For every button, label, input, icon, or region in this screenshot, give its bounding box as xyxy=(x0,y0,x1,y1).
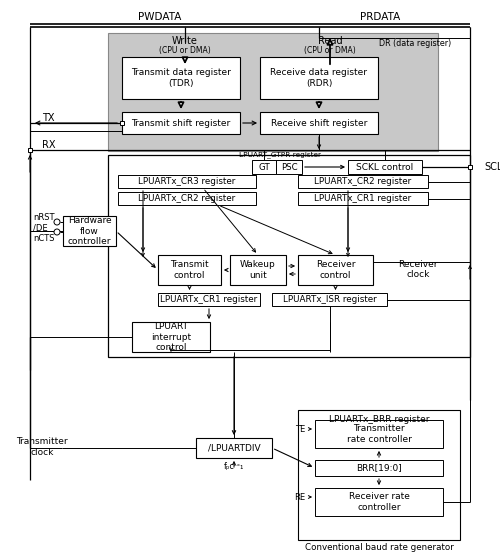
Text: Wakeup
unit: Wakeup unit xyxy=(240,261,276,280)
Text: LPUARTx_CR2 register: LPUARTx_CR2 register xyxy=(314,177,412,186)
Bar xyxy=(122,112,240,134)
Bar xyxy=(108,155,470,357)
Text: LPUARTx_ISR register: LPUARTx_ISR register xyxy=(282,295,376,304)
Text: Transmit shift register: Transmit shift register xyxy=(132,119,230,128)
Text: Hardware
flow
controller: Hardware flow controller xyxy=(68,216,112,246)
Text: LPUARTx_CR3 register: LPUARTx_CR3 register xyxy=(138,177,235,186)
Text: LPUARTx_CR1 register: LPUARTx_CR1 register xyxy=(160,295,258,304)
Text: Receiver rate
controller: Receiver rate controller xyxy=(348,492,410,512)
Text: fₚᴄᴸˣ₁: fₚᴄᴸˣ₁ xyxy=(224,463,244,471)
Bar xyxy=(118,175,256,188)
Text: DR (data register): DR (data register) xyxy=(379,39,451,47)
Text: LPUARTx_CR2 register: LPUARTx_CR2 register xyxy=(138,194,235,203)
Text: PRDATA: PRDATA xyxy=(360,12,400,22)
Text: Read: Read xyxy=(318,36,342,46)
Text: RE: RE xyxy=(294,492,305,502)
Text: (CPU or DMA): (CPU or DMA) xyxy=(159,46,211,56)
Bar xyxy=(196,438,272,458)
Text: LPUART_GTPR register: LPUART_GTPR register xyxy=(239,152,321,158)
Text: Receive shift register: Receive shift register xyxy=(271,119,367,128)
Text: (CPU or DMA): (CPU or DMA) xyxy=(304,46,356,56)
Text: LPUART
interrupt
control: LPUART interrupt control xyxy=(151,322,191,352)
Bar xyxy=(298,255,373,285)
Bar xyxy=(28,148,32,152)
Text: Receiver
control: Receiver control xyxy=(316,261,355,280)
Text: Transmitter
rate controller: Transmitter rate controller xyxy=(346,424,412,444)
Bar xyxy=(276,160,302,174)
Text: SCLK: SCLK xyxy=(484,162,500,172)
Text: TX: TX xyxy=(42,113,54,123)
Text: PSC: PSC xyxy=(280,162,297,172)
Circle shape xyxy=(54,229,60,235)
Bar xyxy=(298,410,460,540)
Bar xyxy=(348,160,422,174)
Bar xyxy=(122,57,240,99)
Text: LPUARTx_BRR register: LPUARTx_BRR register xyxy=(329,415,429,423)
Text: TE: TE xyxy=(295,424,305,433)
Text: nRST
/DE
nCTS: nRST /DE nCTS xyxy=(33,213,54,243)
Bar xyxy=(63,216,116,246)
Text: Conventional baud rate generator: Conventional baud rate generator xyxy=(304,544,454,552)
Text: RX: RX xyxy=(42,140,56,150)
Bar xyxy=(108,33,438,151)
Bar xyxy=(118,192,256,205)
Bar xyxy=(252,160,276,174)
Text: LPUARTx_CR1 register: LPUARTx_CR1 register xyxy=(314,194,412,203)
Text: Receive data register
(RDR): Receive data register (RDR) xyxy=(270,68,368,88)
Bar xyxy=(315,488,443,516)
Circle shape xyxy=(54,219,60,225)
Bar xyxy=(260,57,378,99)
Bar xyxy=(158,255,221,285)
Bar xyxy=(298,175,428,188)
Text: Write: Write xyxy=(172,36,198,46)
Bar xyxy=(272,293,387,306)
Text: Transmit
control: Transmit control xyxy=(170,261,209,280)
Text: GT: GT xyxy=(258,162,270,172)
Text: Receiver
clock: Receiver clock xyxy=(398,260,438,279)
Bar xyxy=(158,293,260,306)
Bar xyxy=(120,121,124,125)
Text: Transmit data register
(TDR): Transmit data register (TDR) xyxy=(131,68,231,88)
Text: SCKL control: SCKL control xyxy=(356,162,414,172)
Bar xyxy=(468,164,472,169)
Bar xyxy=(230,255,286,285)
Bar xyxy=(315,460,443,476)
Text: Transmitter
clock: Transmitter clock xyxy=(16,437,68,457)
Bar xyxy=(315,420,443,448)
Bar xyxy=(260,112,378,134)
Text: BRR[19:0]: BRR[19:0] xyxy=(356,464,402,473)
Bar xyxy=(298,192,428,205)
Text: /LPUARTDIV: /LPUARTDIV xyxy=(208,443,260,453)
Text: PWDATA: PWDATA xyxy=(138,12,182,22)
Bar xyxy=(132,322,210,352)
